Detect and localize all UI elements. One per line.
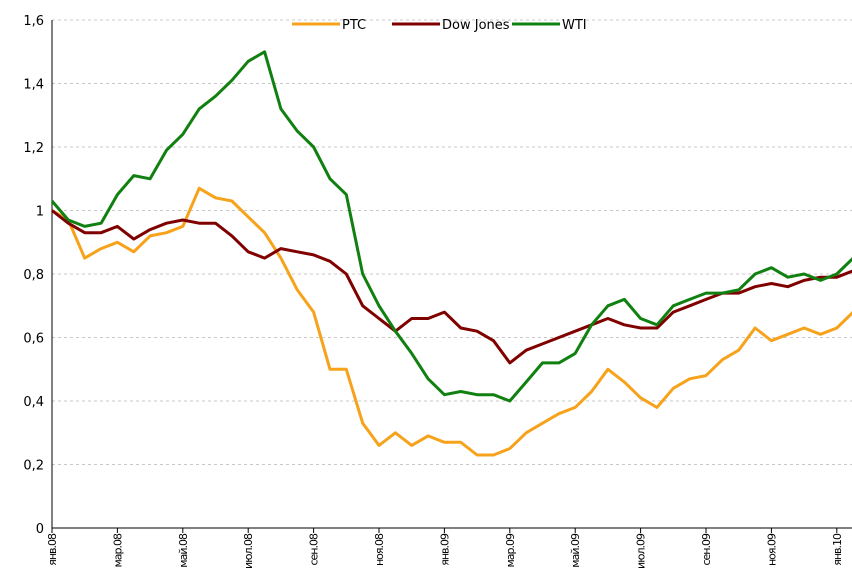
x-tick-label: ноя.09 bbox=[765, 533, 778, 566]
x-tick-label: май.08 bbox=[177, 533, 190, 568]
series-line bbox=[51, 209, 852, 365]
y-tick-label: 1 bbox=[36, 205, 44, 220]
series-line bbox=[50, 50, 852, 403]
legend-label: WTI bbox=[562, 18, 587, 33]
legend-label: PTC bbox=[342, 18, 366, 33]
y-tick-label: 1,4 bbox=[23, 78, 44, 93]
y-tick-label: 0,2 bbox=[23, 459, 44, 474]
x-tick-label: мар.08 bbox=[111, 533, 124, 568]
x-tick-label: сен.08 bbox=[308, 533, 321, 566]
x-tick-label: мар.09 bbox=[504, 533, 517, 568]
x-tick-label: июл.09 bbox=[635, 533, 648, 569]
x-tick-label: янв.10 bbox=[831, 533, 844, 566]
legend-label: Dow Jones bbox=[442, 18, 510, 33]
x-tick-label: сен.09 bbox=[700, 533, 713, 566]
x-tick-label: июл.08 bbox=[242, 533, 255, 569]
y-tick-label: 1,6 bbox=[23, 14, 44, 29]
y-tick-label: 0,4 bbox=[23, 395, 44, 410]
x-tick-label: ноя.08 bbox=[373, 533, 386, 566]
y-tick-label: 0 bbox=[36, 522, 44, 537]
x-tick-label: янв.08 bbox=[46, 533, 59, 566]
y-tick-label: 0,6 bbox=[23, 332, 44, 347]
y-tick-label: 0,8 bbox=[23, 268, 44, 283]
x-tick-label: май.09 bbox=[569, 533, 582, 568]
y-tick-label: 1,2 bbox=[23, 141, 44, 156]
series-line bbox=[51, 186, 852, 457]
x-tick-label: янв.09 bbox=[438, 533, 451, 566]
